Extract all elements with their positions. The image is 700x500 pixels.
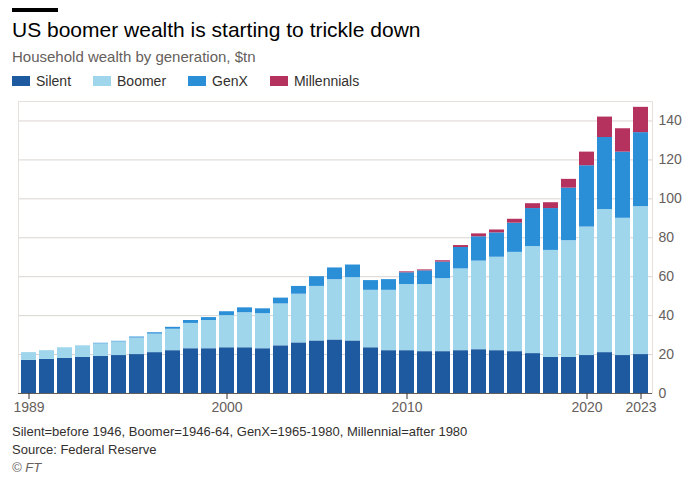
html-text:Silent=before 1946, Boomer=194: Silent=before 1946, Boomer=1946-64, GenX… bbox=[12, 424, 468, 439]
svg-text:2020: 2020 bbox=[571, 399, 602, 415]
svg-text:1989: 1989 bbox=[13, 399, 44, 415]
svg-text:2000: 2000 bbox=[211, 399, 242, 415]
svg-text:2023: 2023 bbox=[625, 399, 656, 415]
html-text:© FT: © FT bbox=[12, 460, 42, 475]
html-text:Millennials: Millennials bbox=[293, 73, 360, 89]
html-text:Household wealth by generation: Household wealth by generation, $tn bbox=[12, 48, 256, 65]
svg-text:120: 120 bbox=[659, 151, 683, 167]
svg-text:100: 100 bbox=[659, 190, 683, 206]
svg-text:140: 140 bbox=[659, 112, 683, 128]
svg-text:80: 80 bbox=[659, 229, 675, 245]
svg-text:2010: 2010 bbox=[391, 399, 422, 415]
html-text:GenX: GenX bbox=[212, 73, 248, 89]
html-text:Boomer: Boomer bbox=[117, 73, 167, 89]
html-text:Silent: Silent bbox=[36, 73, 71, 89]
html-text:US boomer wealth is starting t: US boomer wealth is starting to trickle … bbox=[12, 18, 421, 41]
svg-text:60: 60 bbox=[659, 268, 675, 284]
svg-text:40: 40 bbox=[659, 307, 675, 323]
svg-text:20: 20 bbox=[659, 346, 675, 362]
svg-text:0: 0 bbox=[659, 385, 667, 401]
html-text:Source: Federal Reserve: Source: Federal Reserve bbox=[12, 442, 157, 457]
